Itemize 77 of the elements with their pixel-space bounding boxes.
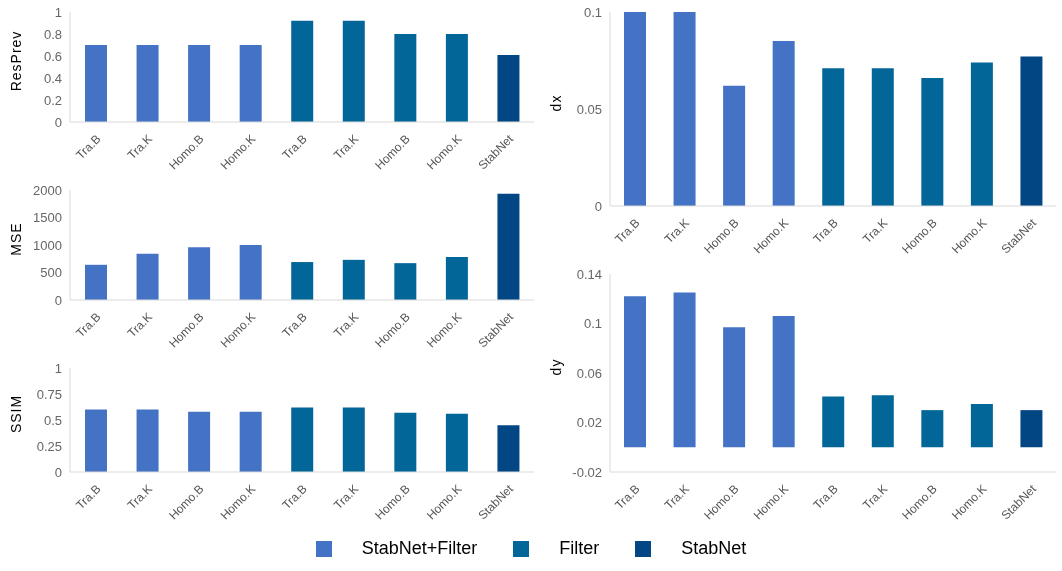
bar <box>136 409 159 472</box>
bar <box>970 62 993 206</box>
bar <box>394 412 417 472</box>
bar <box>291 407 314 472</box>
y-tick-label: 0.2 <box>43 92 62 108</box>
y-tick-label: 0.06 <box>576 365 602 381</box>
y-tick-label: 1000 <box>33 237 62 253</box>
y-axis-title: dy <box>547 358 564 376</box>
bar <box>673 12 696 206</box>
y-tick-label: 0.6 <box>43 48 62 64</box>
y-axis-title: ResPrev <box>8 30 24 92</box>
y-tick-label: 0.1 <box>583 4 602 20</box>
bar <box>497 425 520 472</box>
bar <box>342 20 365 122</box>
bar <box>497 193 520 300</box>
bar <box>822 396 845 448</box>
bar <box>921 77 944 206</box>
bar <box>188 247 211 300</box>
legend-label: StabNet+Filter <box>361 538 478 559</box>
bar <box>188 411 211 472</box>
bar <box>970 403 993 448</box>
bar <box>1020 410 1043 448</box>
bar <box>239 45 262 122</box>
bar <box>445 413 468 472</box>
bar <box>239 245 262 300</box>
y-tick-label: 0.25 <box>36 438 62 454</box>
y-tick-label: 0.14 <box>576 266 602 282</box>
bar <box>239 411 262 472</box>
bar <box>673 292 696 448</box>
bar <box>291 262 314 300</box>
bar <box>394 34 417 122</box>
y-tick-label: 0.8 <box>43 26 62 42</box>
legend-label: Filter <box>559 538 600 559</box>
y-tick-label: 1500 <box>33 210 62 226</box>
y-tick-label: 500 <box>40 265 62 281</box>
bar <box>85 45 107 122</box>
bar <box>822 68 845 206</box>
bar <box>394 263 417 300</box>
bar <box>188 45 211 122</box>
y-tick-label: -0.02 <box>572 464 602 480</box>
y-tick-label: 2000 <box>33 182 62 198</box>
y-tick-label: 1 <box>54 4 62 20</box>
bar <box>291 20 314 122</box>
bar <box>723 85 746 206</box>
bar <box>772 41 795 206</box>
y-axis-title: SSIM <box>8 394 25 434</box>
y-tick-label: 0 <box>54 292 62 308</box>
y-tick-label: 0.5 <box>43 412 62 428</box>
bar <box>342 407 365 472</box>
bar <box>624 12 646 206</box>
y-tick-label: 0 <box>54 464 62 480</box>
bar <box>772 316 795 448</box>
y-axis-title: dx <box>547 94 564 112</box>
bar <box>342 259 365 300</box>
y-tick-label: 0.02 <box>576 415 602 431</box>
y-tick-label: 0 <box>54 114 62 130</box>
y-tick-label: 0.05 <box>576 101 602 117</box>
y-tick-label: 1 <box>54 360 62 376</box>
y-tick-label: 0 <box>594 198 602 214</box>
bar <box>136 45 159 122</box>
bar <box>445 257 468 300</box>
bar <box>85 264 107 300</box>
bar <box>136 253 159 300</box>
y-axis-title: MSE <box>8 222 24 256</box>
bar <box>723 327 746 448</box>
bar <box>871 395 894 448</box>
bar <box>1020 56 1043 206</box>
bar <box>85 409 107 472</box>
bar <box>871 68 894 206</box>
legend-label: StabNet <box>681 538 747 559</box>
bar <box>445 34 468 122</box>
bar <box>921 410 944 448</box>
y-tick-label: 0.4 <box>43 70 62 86</box>
bar <box>497 54 520 122</box>
y-tick-label: 0.1 <box>583 316 602 332</box>
y-tick-label: 0.75 <box>36 386 62 402</box>
bar <box>624 296 646 448</box>
